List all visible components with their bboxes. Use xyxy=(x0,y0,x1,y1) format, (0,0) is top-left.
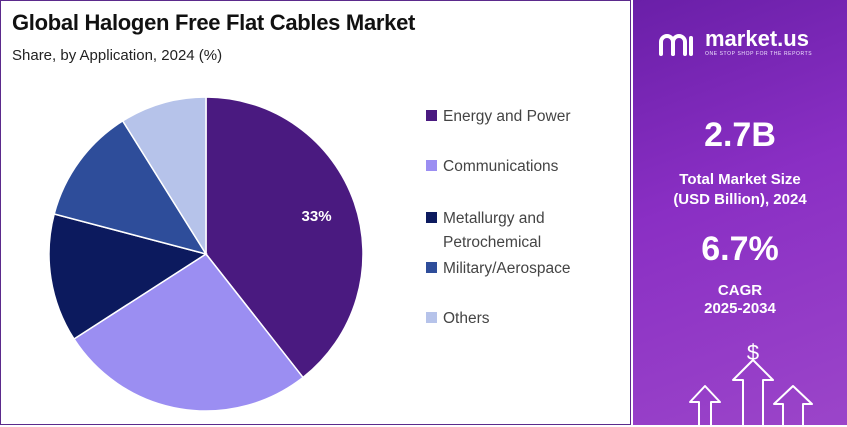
pie-slice xyxy=(72,253,305,412)
legend-label-line: Others xyxy=(443,310,490,327)
brand-tagline: ONE STOP SHOP FOR THE REPORTS xyxy=(705,51,813,57)
legend-label: Energy and Power xyxy=(443,105,613,129)
legend-label-line: Petrochemical xyxy=(443,234,542,251)
legend-swatch xyxy=(426,312,437,323)
brand-name: market.us xyxy=(705,26,809,51)
legend-swatch xyxy=(426,212,437,223)
legend-label-line: Communications xyxy=(443,158,559,175)
cagr-period: 2025-2034 xyxy=(704,300,776,317)
pie-chart: 33% xyxy=(48,96,364,412)
legend-item: Military/Aerospace xyxy=(426,257,613,281)
legend-swatch xyxy=(426,262,437,273)
pie-slice xyxy=(121,96,207,257)
market-size-value: 2.7B xyxy=(704,116,776,154)
cagr-label: CAGR xyxy=(717,282,763,299)
market-size-label-line1: Total Market Size xyxy=(679,171,801,188)
pie-slice xyxy=(48,213,208,340)
legend-label-line: Energy and Power xyxy=(443,108,571,125)
dollar-sign-icon: $ xyxy=(747,340,759,365)
summary-panel: market.us ONE STOP SHOP FOR THE REPORTS … xyxy=(633,0,847,425)
chart-title: Global Halogen Free Flat Cables Market xyxy=(12,10,416,35)
chart-subtitle: Share, by Application, 2024 (%) xyxy=(12,47,223,64)
legend-label: Communications xyxy=(443,155,613,179)
pie-slice xyxy=(205,96,364,379)
market-size-label-line2: (USD Billion), 2024 xyxy=(673,191,807,208)
legend-label: Others xyxy=(443,307,613,331)
brand-logo: market.us ONE STOP SHOP FOR THE REPORTS xyxy=(657,28,812,58)
legend-item: Communications xyxy=(426,155,613,179)
up-arrow-icon xyxy=(689,385,721,425)
pie-slice xyxy=(53,119,208,256)
legend-item: Metallurgy and Petrochemical xyxy=(426,207,613,255)
legend-label-line: Military/Aerospace xyxy=(443,260,571,277)
chart-panel: Global Halogen Free Flat Cables Market S… xyxy=(0,0,631,425)
growth-arrows-decoration: $ xyxy=(689,340,813,425)
pie-data-label: 33% xyxy=(302,208,332,225)
legend-label: Military/Aerospace xyxy=(443,257,613,281)
up-arrow-icon xyxy=(732,359,774,425)
legend-label-line: Metallurgy and xyxy=(443,210,545,227)
legend-swatch xyxy=(426,160,437,171)
legend-item: Energy and Power xyxy=(426,105,613,129)
legend-label: Metallurgy and Petrochemical xyxy=(443,207,613,255)
market-us-logo-icon xyxy=(659,34,693,56)
cagr-value: 6.7% xyxy=(701,230,779,268)
legend-item: Others xyxy=(426,307,613,331)
legend-swatch xyxy=(426,110,437,121)
up-arrow-icon xyxy=(773,385,813,425)
